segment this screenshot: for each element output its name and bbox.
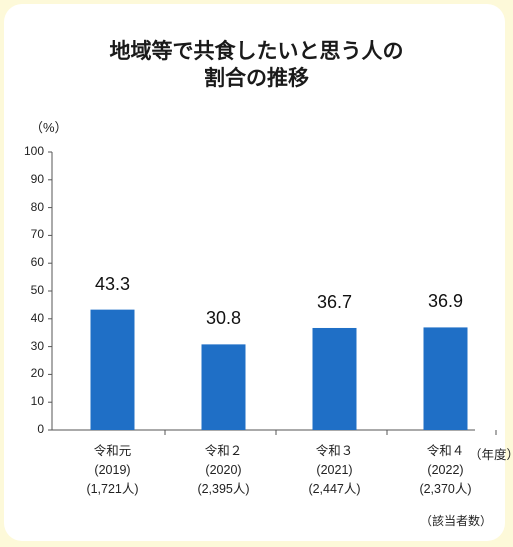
- respondent-count-note: （該当者数）: [420, 514, 493, 528]
- x-category-western: (2021): [316, 463, 353, 477]
- x-category-year: 令和３: [315, 444, 354, 458]
- y-tick-label: 50: [30, 283, 44, 297]
- y-tick-label: 40: [30, 310, 44, 325]
- chart-card: [4, 4, 505, 541]
- bar: [90, 309, 135, 430]
- x-category-western: (2019): [94, 463, 131, 477]
- x-category-count: (1,721人): [86, 482, 139, 496]
- bar: [312, 327, 357, 430]
- fiscal-year-suffix: （年度）: [469, 448, 513, 462]
- x-category-year: 令和４: [426, 444, 465, 458]
- x-category-year: 令和２: [204, 444, 243, 458]
- chart-title: 地域等で共食したいと思う人の 割合の推移: [0, 38, 513, 92]
- y-tick-label: 100: [23, 144, 44, 158]
- y-axis-unit-label: （%）: [30, 120, 68, 135]
- y-tick-label: 60: [30, 255, 44, 270]
- y-tick-label: 30: [30, 338, 44, 353]
- y-tick-label: 90: [30, 171, 44, 186]
- x-category-label: 令和２ (2020) (2,395人): [169, 442, 279, 499]
- y-tick-label: 20: [30, 366, 44, 381]
- x-category-count: (2,370人): [419, 482, 472, 496]
- x-category-count: (2,447人): [308, 482, 361, 496]
- chart-title-line-1: 地域等で共食したいと思う人の: [109, 40, 404, 63]
- bar-value-label: 43.3: [94, 273, 131, 294]
- x-category-label: 令和３ (2021) (2,447人): [280, 442, 390, 499]
- y-tick-label: 0: [37, 422, 44, 436]
- x-category-western: (2020): [205, 463, 242, 477]
- bar-value-label: 36.7: [316, 291, 353, 312]
- bar: [201, 344, 246, 430]
- y-tick-label: 10: [30, 394, 44, 409]
- x-category-western: (2022): [427, 463, 464, 477]
- bar: [423, 327, 468, 430]
- y-tick-label: 70: [30, 227, 44, 242]
- x-category-label: 令和４ (2022) (2,370人): [391, 442, 501, 499]
- chart-title-line-2: 割合の推移: [204, 67, 309, 90]
- y-tick-label: 80: [30, 199, 44, 214]
- x-category-label: 令和元 (2019) (1,721人): [58, 442, 168, 499]
- bar-value-label: 30.8: [205, 308, 242, 329]
- x-category-year: 令和元: [93, 444, 132, 458]
- bar-value-label: 36.9: [427, 291, 464, 312]
- x-category-count: (2,395人): [197, 482, 250, 496]
